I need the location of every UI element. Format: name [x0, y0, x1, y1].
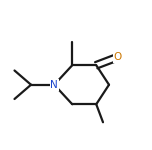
Text: O: O [114, 52, 122, 62]
Text: N: N [50, 80, 58, 90]
